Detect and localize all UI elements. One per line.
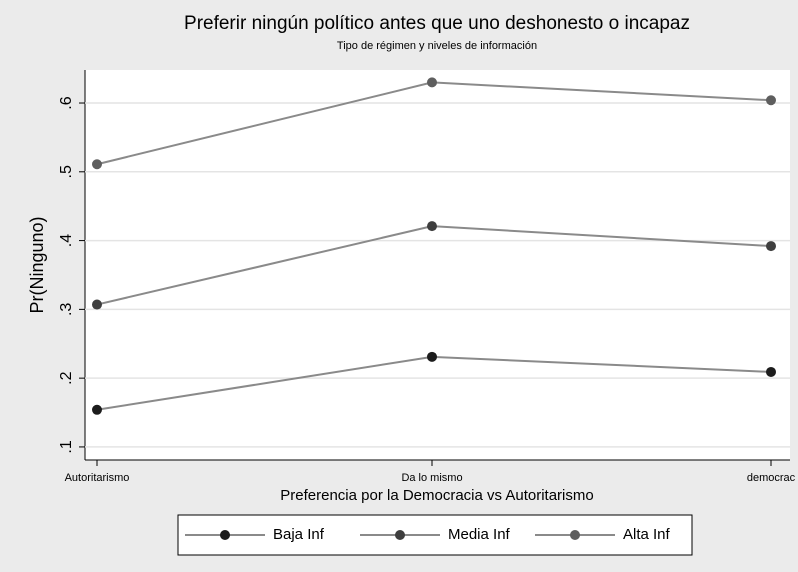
point: [766, 241, 776, 252]
y-tick-label: .2: [58, 371, 75, 384]
y-tick-label: .3: [58, 303, 75, 316]
chart-subtitle: Tipo de régimen y niveles de información: [337, 40, 537, 52]
plot-area: [85, 70, 790, 460]
x-axis-title: Preferencia por la Democracia vs Autorit…: [280, 487, 593, 504]
point: [427, 221, 437, 232]
point: [427, 77, 437, 88]
legend-marker: [570, 530, 580, 540]
legend-label: Alta Inf: [623, 526, 671, 543]
x-tick-label: Da lo mismo: [401, 472, 462, 484]
y-tick-label: .6: [58, 96, 75, 109]
point: [92, 404, 102, 415]
point: [92, 299, 102, 310]
legend-marker: [395, 530, 405, 540]
y-axis-title: Pr(Ninguno): [27, 216, 47, 313]
chart-title: Preferir ningún político antes que uno d…: [184, 13, 690, 34]
point: [92, 159, 102, 170]
point: [427, 351, 437, 362]
y-tick-label: .1: [58, 440, 75, 453]
x-tick-label: democrac: [747, 472, 796, 484]
y-tick-label: .5: [58, 165, 75, 178]
legend-marker: [220, 530, 230, 540]
x-tick-label: Autoritarismo: [65, 472, 130, 484]
legend-label: Baja Inf: [273, 526, 325, 543]
point: [766, 366, 776, 377]
legend-label: Media Inf: [448, 526, 511, 543]
point: [766, 95, 776, 106]
y-tick-label: .4: [58, 234, 75, 247]
